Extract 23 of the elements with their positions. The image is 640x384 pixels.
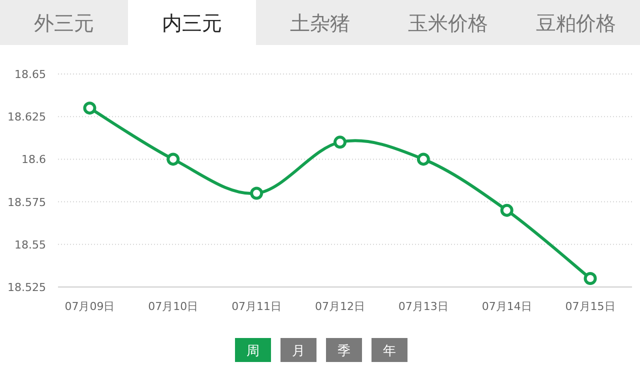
tabs: 外三元 内三元 土杂猪 玉米价格 豆粕价格 bbox=[0, 0, 640, 45]
point bbox=[334, 136, 346, 149]
x-tick-label: 07月09日 bbox=[64, 300, 115, 313]
y-tick-label: 18.6 bbox=[22, 153, 46, 166]
y-tick-label: 18.625 bbox=[8, 110, 46, 124]
point bbox=[250, 186, 264, 200]
y-tick-label: 18.575 bbox=[8, 196, 46, 209]
point bbox=[416, 152, 430, 166]
point bbox=[500, 204, 514, 217]
point bbox=[83, 102, 96, 115]
x-tick-label: 07月12日 bbox=[315, 300, 365, 313]
x-tick-label: 07月14日 bbox=[482, 300, 532, 313]
y-tick-label: 18.65 bbox=[14, 68, 46, 81]
x-tick-label: 07月10日 bbox=[148, 300, 198, 313]
x-tick-label: 07月15日 bbox=[565, 300, 616, 313]
x-tick-label: 07月13日 bbox=[398, 300, 448, 313]
y-tick-label: 18.525 bbox=[8, 281, 46, 294]
y-tick-label: 18.55 bbox=[14, 238, 46, 252]
chart-title: 内三元 bbox=[162, 11, 222, 35]
period-buttons: 周 月 季 年 bbox=[235, 338, 408, 362]
point bbox=[166, 152, 180, 166]
x-tick-label: 07月11日 bbox=[232, 300, 282, 313]
point bbox=[584, 272, 597, 285]
